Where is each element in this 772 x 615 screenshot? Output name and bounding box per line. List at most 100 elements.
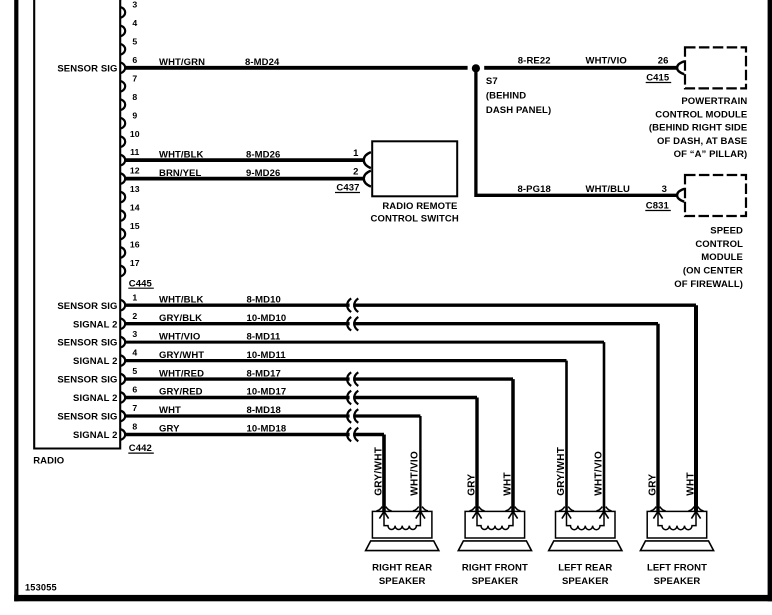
svg-text:WHT/GRN: WHT/GRN [159,57,205,68]
svg-text:16: 16 [130,240,140,250]
svg-text:9-MD26: 9-MD26 [246,168,280,179]
svg-text:7: 7 [132,403,137,413]
svg-text:1: 1 [132,292,137,302]
svg-text:OF “A” PILLAR): OF “A” PILLAR) [674,149,748,160]
svg-text:GRY/WHT: GRY/WHT [373,447,384,496]
svg-text:(BEHIND RIGHT SIDE: (BEHIND RIGHT SIDE [649,123,747,134]
svg-text:2: 2 [132,311,137,321]
svg-text:SPEAKER: SPEAKER [654,576,701,587]
svg-text:4: 4 [132,18,137,28]
svg-text:GRY/RED: GRY/RED [159,387,203,398]
svg-text:WHT/BLK: WHT/BLK [159,149,204,160]
svg-text:OF FIREWALL): OF FIREWALL) [674,279,743,290]
svg-text:GRY: GRY [466,474,477,496]
svg-text:WHT: WHT [685,472,696,496]
svg-text:10-MD10: 10-MD10 [247,313,287,324]
svg-text:SENSOR SIG: SENSOR SIG [57,338,117,349]
svg-text:1: 1 [353,148,359,159]
svg-text:CONTROL SWITCH: CONTROL SWITCH [371,214,459,225]
svg-text:OF DASH, AT BASE: OF DASH, AT BASE [657,136,747,147]
svg-text:153055: 153055 [25,583,57,593]
svg-text:8-MD26: 8-MD26 [246,149,280,160]
svg-text:WHT/RED: WHT/RED [159,368,204,379]
svg-text:WHT: WHT [159,405,181,416]
svg-text:GRY: GRY [647,474,658,496]
svg-text:LEFT REAR: LEFT REAR [558,563,612,574]
svg-text:13: 13 [130,184,140,194]
svg-text:WHT/VIO: WHT/VIO [159,331,200,342]
svg-text:6: 6 [132,55,137,65]
svg-text:3: 3 [662,184,667,195]
svg-text:S7: S7 [486,76,498,87]
svg-text:GRY/WHT: GRY/WHT [556,447,567,496]
svg-text:12: 12 [130,166,140,176]
svg-text:GRY/WHT: GRY/WHT [159,350,204,361]
svg-text:POWERTRAIN: POWERTRAIN [681,96,747,107]
svg-text:SIGNAL 2: SIGNAL 2 [73,319,117,330]
svg-text:8-PG18: 8-PG18 [518,184,551,195]
svg-text:5: 5 [132,366,137,376]
svg-text:RADIO REMOTE: RADIO REMOTE [382,201,457,212]
svg-text:LEFT FRONT: LEFT FRONT [647,563,707,574]
svg-text:7: 7 [132,73,137,83]
svg-text:SIGNAL 2: SIGNAL 2 [73,393,117,404]
svg-text:10-MD17: 10-MD17 [247,387,287,398]
svg-text:3: 3 [132,0,137,10]
svg-text:SENSOR SIG: SENSOR SIG [57,301,117,312]
svg-text:BRN/YEL: BRN/YEL [159,168,201,179]
svg-text:MODULE: MODULE [701,252,743,263]
svg-text:GRY/BLK: GRY/BLK [159,313,202,324]
svg-text:15: 15 [130,221,140,231]
svg-text:SIGNAL 2: SIGNAL 2 [73,356,117,367]
svg-text:WHT/BLK: WHT/BLK [159,294,204,305]
svg-text:WHT/BLU: WHT/BLU [586,184,631,195]
svg-text:10: 10 [130,129,140,139]
svg-text:C437: C437 [336,183,359,194]
svg-text:SPEAKER: SPEAKER [379,576,426,587]
svg-text:8-MD10: 8-MD10 [247,294,281,305]
svg-text:26: 26 [658,56,669,67]
svg-text:C415: C415 [646,73,670,84]
svg-text:SPEAKER: SPEAKER [562,576,609,587]
svg-text:RADIO: RADIO [33,455,64,466]
svg-text:8: 8 [132,422,137,432]
svg-text:10-MD18: 10-MD18 [247,424,287,435]
svg-text:C831: C831 [646,201,670,212]
svg-text:8-MD18: 8-MD18 [247,405,281,416]
svg-text:17: 17 [130,258,140,268]
svg-text:CONTROL: CONTROL [695,239,743,250]
svg-text:2: 2 [353,167,358,178]
svg-text:8: 8 [132,92,137,102]
svg-text:SIGNAL 2: SIGNAL 2 [73,430,117,441]
svg-text:WHT/VIO: WHT/VIO [586,56,627,67]
svg-text:3: 3 [132,329,137,339]
svg-text:WHT: WHT [502,472,513,496]
svg-text:8-RE22: 8-RE22 [518,56,551,67]
svg-text:(ON CENTER: (ON CENTER [683,266,743,277]
svg-text:8-MD24: 8-MD24 [245,57,280,68]
svg-text:4: 4 [132,348,137,358]
svg-text:8-MD17: 8-MD17 [247,368,281,379]
svg-text:WHT/VIO: WHT/VIO [593,451,604,496]
svg-text:8-MD11: 8-MD11 [247,331,281,342]
svg-text:6: 6 [132,385,137,395]
svg-text:RIGHT FRONT: RIGHT FRONT [462,563,528,574]
svg-text:SPEAKER: SPEAKER [472,576,519,587]
svg-text:SPEED: SPEED [710,226,743,237]
svg-text:WHT/VIO: WHT/VIO [410,451,421,496]
svg-text:DASH PANEL): DASH PANEL) [486,105,551,116]
svg-text:11: 11 [130,147,139,157]
svg-text:SENSOR SIG: SENSOR SIG [57,375,117,386]
svg-text:C442: C442 [129,443,152,454]
svg-text:GRY: GRY [159,424,180,435]
svg-text:5: 5 [132,36,137,46]
svg-text:C445: C445 [129,278,153,289]
svg-text:(BEHIND: (BEHIND [486,91,526,102]
svg-text:CONTROL MODULE: CONTROL MODULE [655,109,747,120]
svg-text:SENSOR SIG: SENSOR SIG [57,63,117,74]
svg-text:14: 14 [130,203,140,213]
svg-text:9: 9 [132,110,137,120]
svg-text:SENSOR SIG: SENSOR SIG [57,412,117,423]
svg-text:RIGHT REAR: RIGHT REAR [372,563,432,574]
svg-text:10-MD11: 10-MD11 [247,350,287,361]
